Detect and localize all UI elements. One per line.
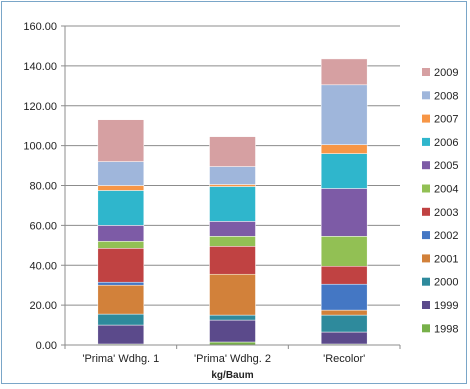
x-tick-label: 'Recolor' xyxy=(323,353,365,365)
bar-segment-2000 xyxy=(320,314,368,333)
x-axis-label: kg/Baum xyxy=(211,370,253,381)
bar-segment-2004 xyxy=(209,236,256,247)
legend-label-2003: 2003 xyxy=(434,207,458,219)
legend-label-2006: 2006 xyxy=(434,137,458,149)
legend-label-1998: 1998 xyxy=(434,323,458,335)
bar-segment-2007 xyxy=(97,185,145,191)
legend-label-2009: 2009 xyxy=(434,67,458,79)
bar-segment-2000 xyxy=(97,313,145,326)
bar-segment-2005 xyxy=(209,221,256,237)
x-tick-label: 'Prima' Wdhg. 1 xyxy=(82,353,159,365)
legend-label-2005: 2005 xyxy=(434,160,458,172)
chart-frame: 0.00 20.00 40.00 60.00 80.00 100.00 120.00 140.… xyxy=(1,1,467,384)
bar-segment-2005 xyxy=(97,225,145,242)
y-axis: 0.00 20.00 40.00 60.00 80.00 100.00 120.00 140.… xyxy=(23,21,66,352)
y-tick-label: 20.00 xyxy=(29,300,57,312)
bar-segment-2003 xyxy=(209,246,256,275)
bar-segment-2008 xyxy=(209,166,256,185)
legend-swatch-1998 xyxy=(422,324,430,333)
bar-segment-2004 xyxy=(320,236,368,267)
legend-label-2000: 2000 xyxy=(434,277,458,289)
x-tick-label: 'Prima' Wdhg. 2 xyxy=(194,353,271,365)
legend-label-2007: 2007 xyxy=(434,114,458,126)
legend-swatch-1999 xyxy=(422,301,430,309)
y-tick-label: 60.00 xyxy=(29,220,57,232)
bar-segment-2007 xyxy=(209,184,256,187)
legend-label-2004: 2004 xyxy=(434,184,458,196)
legend-swatch-2001 xyxy=(422,254,430,263)
bar-segment-2003 xyxy=(320,265,368,285)
y-tick-label: 120.00 xyxy=(23,101,57,113)
legend-swatch-2005 xyxy=(422,161,430,170)
bar-segment-2009 xyxy=(97,119,145,162)
bar-segment-2000 xyxy=(209,314,256,321)
y-tick-label: 160.00 xyxy=(23,21,57,33)
legend-label-1999: 1999 xyxy=(434,300,458,312)
bar-segment-2009 xyxy=(209,136,256,167)
bar-segment-2005 xyxy=(320,188,368,237)
bar-segment-2008 xyxy=(320,84,368,145)
legend-swatch-2002 xyxy=(422,231,430,240)
bar-segment-1999 xyxy=(97,324,145,345)
legend-swatch-2007 xyxy=(422,114,430,123)
bar-segment-1999 xyxy=(320,331,368,345)
bar-segment-1999 xyxy=(209,319,256,343)
bar-segment-2006 xyxy=(97,190,145,226)
y-tick-label: 0.00 xyxy=(36,340,57,352)
bar-segment-2002 xyxy=(320,283,368,311)
bar-segment-2003 xyxy=(97,248,145,283)
y-tick-label: 40.00 xyxy=(29,260,57,272)
bar-segment-2004 xyxy=(97,241,145,249)
bar-segment-2001 xyxy=(320,309,368,316)
bar-segment-2002 xyxy=(97,281,145,286)
bar-segment-2006 xyxy=(320,153,368,189)
legend-swatch-2008 xyxy=(422,91,430,100)
legend-swatch-2006 xyxy=(422,137,430,146)
legend-label-2008: 2008 xyxy=(434,90,458,102)
bar-segment-2008 xyxy=(97,161,145,186)
legend-swatch-2004 xyxy=(422,184,430,193)
y-tick-label: 140.00 xyxy=(23,61,57,73)
bars xyxy=(97,58,368,346)
x-axis: 'Prima' Wdhg. 1 'Prima' Wdhg. 2 'Recolor' xyxy=(64,344,401,365)
bar-segment-2006 xyxy=(209,186,256,222)
y-tick-label: 80.00 xyxy=(29,181,57,193)
bar-segment-2009 xyxy=(320,58,368,86)
legend-swatch-2009 xyxy=(422,68,430,76)
bar-segment-2007 xyxy=(320,144,368,154)
legend-label-2001: 2001 xyxy=(434,253,458,265)
legend-swatch-2000 xyxy=(422,277,430,286)
legend-label-2002: 2002 xyxy=(434,230,458,242)
legend-swatch-2003 xyxy=(422,207,430,216)
legend: 2009 2008 2007 2006 2005 2004 2003 2002 2001 2000… xyxy=(422,67,458,335)
bar-segment-2001 xyxy=(209,273,256,316)
bar-segment-2001 xyxy=(97,284,145,315)
y-tick-label: 100.00 xyxy=(23,141,57,153)
